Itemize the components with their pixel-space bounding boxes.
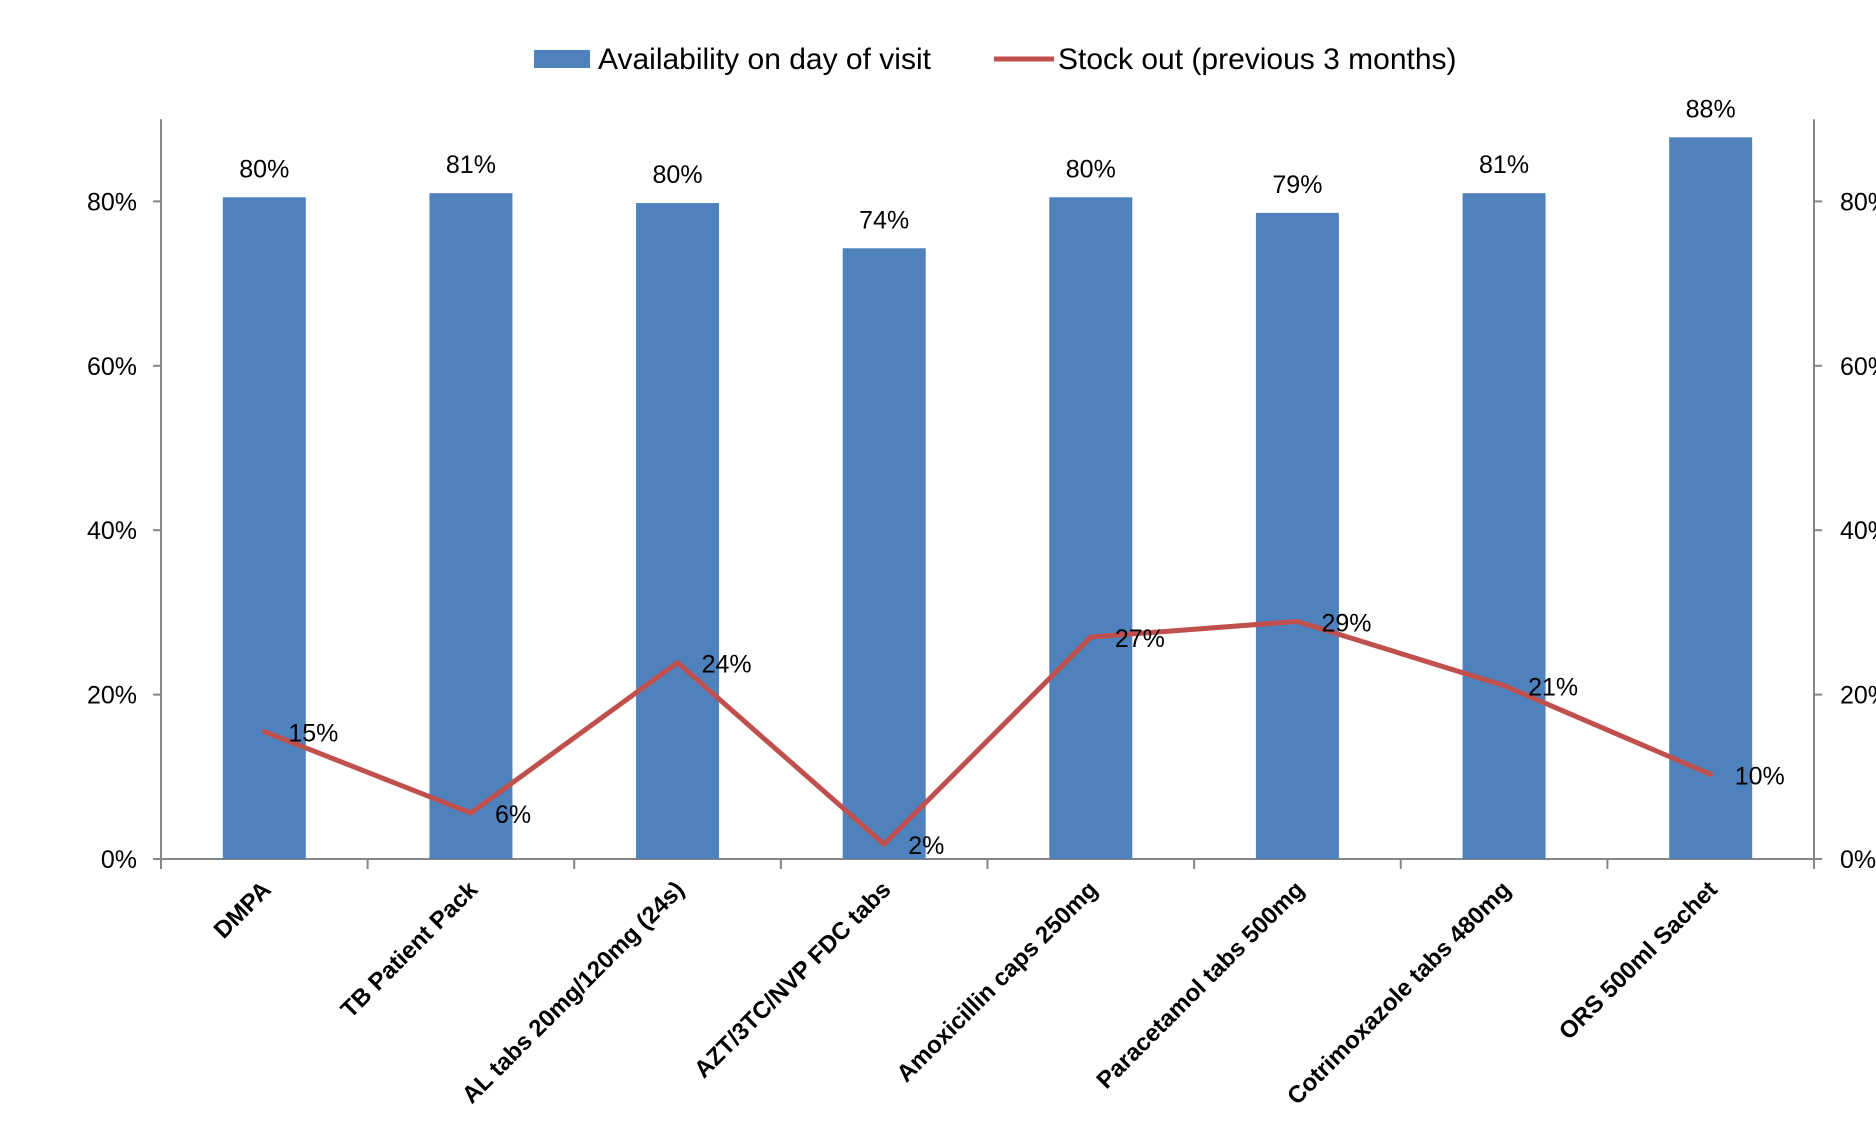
- line-point: [261, 729, 267, 735]
- y-tick-label: 20%: [87, 682, 137, 710]
- line-point: [881, 841, 887, 847]
- line-data-label: 21%: [1528, 674, 1578, 702]
- line-point: [1708, 771, 1714, 777]
- bar-data-label: 81%: [446, 151, 496, 179]
- line-data-label: 27%: [1115, 625, 1165, 653]
- bar-data-label: 80%: [653, 161, 703, 189]
- bar: [1669, 137, 1753, 859]
- legend: Availability on day of visit Stock out (…: [534, 43, 1457, 76]
- legend-bar-swatch: [534, 50, 590, 68]
- category-label: ORS 500ml Sachet: [1554, 876, 1723, 1045]
- category-label: AL tabs 20mg/120mg (24s): [457, 876, 690, 1109]
- category-label: DMPA: [209, 876, 277, 944]
- bar-series: [222, 137, 1753, 860]
- line-data-label: 10%: [1735, 762, 1785, 790]
- y-tick-label: 80%: [87, 188, 137, 216]
- line-point: [1088, 634, 1094, 640]
- bar: [636, 203, 720, 859]
- line-point: [1294, 618, 1300, 624]
- bar: [842, 248, 926, 859]
- bar-data-label: 88%: [1686, 95, 1736, 123]
- line-data-label: 2%: [908, 832, 944, 860]
- y2-tick-label: 40%: [1840, 517, 1876, 545]
- line-data-label: 15%: [288, 720, 338, 748]
- bar-data-label: 80%: [239, 155, 289, 183]
- line-series: [261, 618, 1714, 847]
- bar: [1462, 193, 1546, 859]
- line-data-labels: 15% 6% 24% 2% 27% 29% 21% 10%: [288, 609, 1784, 860]
- bar: [222, 197, 306, 860]
- axes: 0% 20% 40% 60% 80% 0% 20% 40% 60% 80%: [87, 119, 1876, 874]
- bar: [1255, 212, 1339, 859]
- bar-data-labels: 80% 81% 80% 74% 80% 79% 81% 88%: [239, 95, 1735, 234]
- stock-out-line: [263, 618, 1712, 847]
- category-label: Paracetamol tabs 500mg: [1092, 876, 1310, 1094]
- legend-line-label: Stock out (previous 3 months): [1058, 43, 1457, 76]
- line-point: [1501, 683, 1507, 689]
- bar: [1049, 197, 1133, 860]
- y2-tick-label: 60%: [1840, 353, 1876, 381]
- bar-data-label: 74%: [859, 206, 909, 234]
- category-label: TB Patient Pack: [336, 876, 484, 1024]
- category-label: AZT/3TC/NVP FDC tabs: [689, 876, 896, 1083]
- y-tick-label: 60%: [87, 353, 137, 381]
- line-data-label: 29%: [1321, 609, 1371, 637]
- bar-data-label: 81%: [1479, 151, 1529, 179]
- category-label: Cotrimoxazole tabs 480mg: [1282, 876, 1516, 1110]
- line-data-label: 6%: [495, 801, 531, 829]
- legend-bar-label: Availability on day of visit: [598, 43, 932, 76]
- bar-data-label: 79%: [1272, 171, 1322, 199]
- category-label: Amoxicillin caps 250mg: [892, 876, 1104, 1088]
- y-tick-label: 40%: [87, 517, 137, 545]
- y2-tick-label: 20%: [1840, 682, 1876, 710]
- line-point: [468, 810, 474, 816]
- line-point: [675, 660, 681, 666]
- y2-tick-label: 0%: [1840, 846, 1876, 874]
- bar-data-label: 80%: [1066, 155, 1116, 183]
- y-tick-label: 0%: [101, 846, 137, 874]
- y2-tick-label: 80%: [1840, 188, 1876, 216]
- line-data-label: 24%: [702, 651, 752, 679]
- bar: [429, 193, 513, 859]
